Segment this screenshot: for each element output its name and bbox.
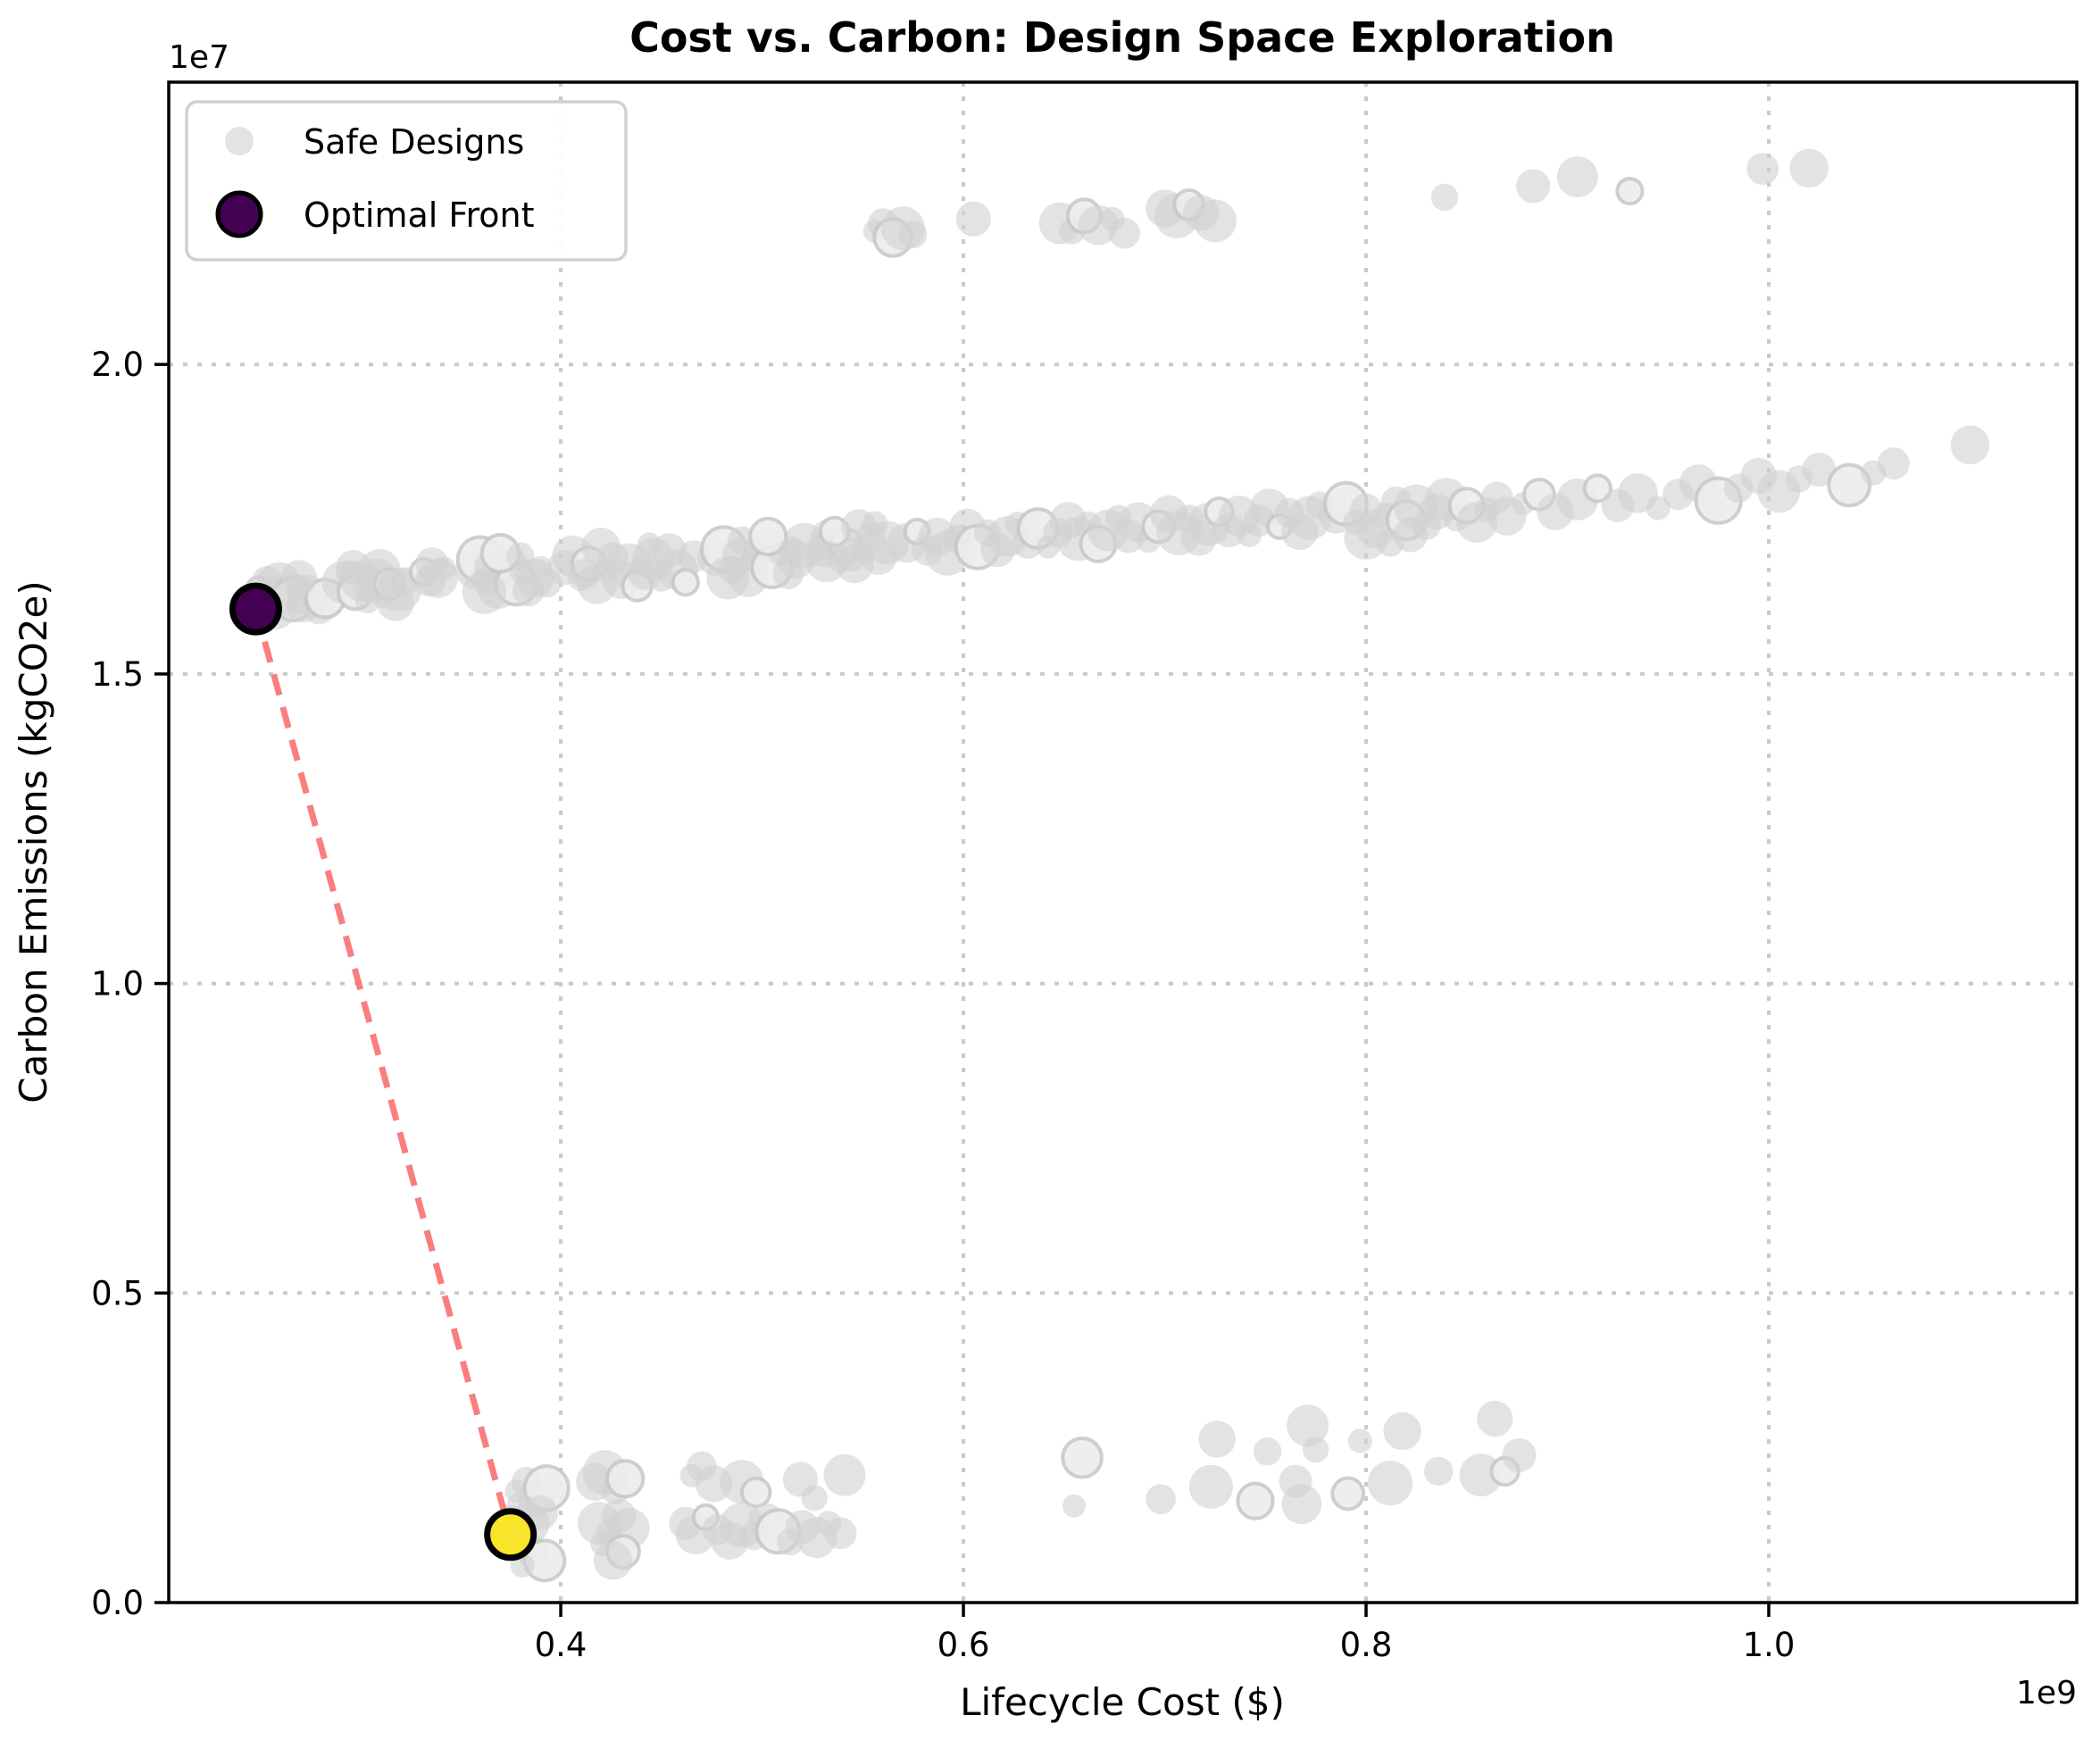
safe-design-point xyxy=(1062,1494,1087,1518)
legend-marker-optimal-front xyxy=(215,190,263,238)
safe-design-point xyxy=(280,560,318,596)
safe-design-point xyxy=(1802,453,1837,487)
pareto-connector-dashed-line xyxy=(253,608,514,1536)
safe-design-point xyxy=(1383,1412,1421,1451)
safe-design-point xyxy=(1789,148,1829,188)
tick-marks-and-labels: 0.4 0.6 0.8 1.0 0.0 0.5 1.0 1.5 2.0 xyxy=(91,346,1795,1664)
legend-label-safe-designs: Safe Designs xyxy=(304,122,524,162)
safe-design-point xyxy=(1236,1481,1275,1520)
legend-label-optimal-front: Optimal Front xyxy=(304,196,535,235)
x-axis-offset-text: 1e9 xyxy=(2016,1675,2077,1712)
y-tick-label: 0.5 xyxy=(91,1274,144,1312)
safe-design-point xyxy=(824,1517,857,1550)
safe-design-point xyxy=(823,1453,866,1496)
safe-design-point xyxy=(1746,153,1779,186)
legend-box xyxy=(185,100,628,262)
safe-design-point xyxy=(358,548,401,591)
legend: Safe Designs Optimal Front xyxy=(185,100,628,262)
y-tick-label: 0.0 xyxy=(91,1584,144,1622)
optimal-front-points xyxy=(229,582,538,1562)
chart-title: Cost vs. Carbon: Design Space Exploratio… xyxy=(629,13,1615,62)
safe-design-point xyxy=(638,532,662,556)
safe-design-point xyxy=(1061,1436,1104,1479)
safe-design-point xyxy=(740,1476,772,1509)
y-tick-label: 1.0 xyxy=(91,965,144,1004)
y-axis-offset-text: 1e7 xyxy=(169,39,229,76)
safe-design-point xyxy=(1302,1437,1329,1463)
safe-design-point xyxy=(1146,1484,1176,1515)
x-tick-label: 0.4 xyxy=(535,1626,588,1664)
safe-design-point xyxy=(1393,517,1429,553)
safe-design-point xyxy=(414,565,446,597)
x-tick-label: 0.6 xyxy=(938,1626,990,1664)
safe-design-point xyxy=(1109,217,1140,249)
safe-design-point xyxy=(671,568,700,597)
safe-design-point xyxy=(1877,447,1910,480)
safe-design-point xyxy=(1198,1420,1236,1458)
safe-design-point xyxy=(570,558,600,589)
safe-design-point xyxy=(581,527,621,567)
optimal-front-point xyxy=(484,1508,538,1562)
safe-design-point xyxy=(1430,183,1459,212)
safe-design-point xyxy=(955,201,991,237)
axes-spines xyxy=(167,80,2079,1604)
safe-design-point xyxy=(462,570,506,614)
optimal-front-point xyxy=(229,582,282,636)
safe-design-point xyxy=(593,1541,633,1580)
safe-design-point xyxy=(898,220,928,249)
safe-design-point xyxy=(1287,1404,1329,1447)
safe-design-point xyxy=(1281,1484,1322,1525)
safe-design-point xyxy=(1423,1456,1454,1487)
y-axis-label: Carbon Emissions (kgCO2e) xyxy=(12,580,55,1103)
safe-design-point xyxy=(1344,515,1388,560)
safe-design-point xyxy=(605,1459,646,1499)
safe-design-point xyxy=(862,511,888,537)
y-tick-label: 1.5 xyxy=(91,655,144,694)
safe-design-point xyxy=(1950,425,1990,465)
x-axis-label: Lifecycle Cost ($) xyxy=(960,1680,1285,1724)
safe-design-point xyxy=(1556,156,1598,197)
safe-design-point xyxy=(1330,1476,1366,1512)
x-tick-label: 0.8 xyxy=(1340,1626,1393,1664)
safe-design-point xyxy=(1502,1437,1537,1473)
safe-design-point xyxy=(1367,1461,1413,1506)
safe-design-point xyxy=(1347,1428,1372,1453)
safe-design-point xyxy=(506,542,535,571)
safe-design-point xyxy=(1582,473,1612,504)
safe-design-point xyxy=(1827,462,1872,508)
safe-design-point xyxy=(1477,1400,1513,1437)
safe-design-point xyxy=(706,556,750,600)
safe-design-point xyxy=(834,538,868,572)
safe-design-point xyxy=(1646,496,1671,521)
safe-design-point xyxy=(1516,169,1551,204)
legend-marker-safe-designs xyxy=(225,127,254,155)
safe-design-point xyxy=(1188,1464,1233,1509)
safe-design-point xyxy=(1253,1437,1282,1466)
pareto-connector-line xyxy=(253,608,514,1536)
safe-design-point xyxy=(801,1485,828,1512)
safe-design-point xyxy=(779,537,806,564)
safe-design-point xyxy=(1193,199,1237,243)
y-tick-label: 2.0 xyxy=(91,346,144,384)
x-tick-label: 1.0 xyxy=(1743,1626,1796,1664)
safe-design-point xyxy=(1615,176,1645,206)
gridlines xyxy=(169,82,2077,1603)
safe-design-point xyxy=(748,516,788,557)
